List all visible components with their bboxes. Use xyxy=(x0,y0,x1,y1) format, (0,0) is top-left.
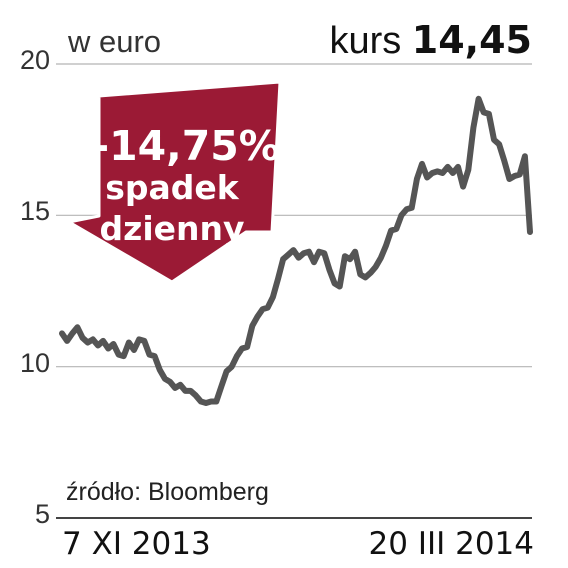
callout-line-2: dzienny xyxy=(99,209,244,248)
unit-label: w euro xyxy=(68,24,162,59)
down-arrow-icon xyxy=(67,80,282,284)
source-note: źródło: Bloomberg xyxy=(66,478,269,506)
y-tick-label: 15 xyxy=(19,196,50,227)
y-tick-label: 10 xyxy=(19,347,50,378)
y-tick-label: 20 xyxy=(19,45,50,75)
price-label: kurs xyxy=(329,20,402,62)
x-end-label: 20 III 2014 xyxy=(368,526,534,562)
y-tick-label: 5 xyxy=(34,499,50,529)
daily-change-value: -14,75% xyxy=(92,122,280,170)
callout-line-1: spadek xyxy=(105,168,240,207)
price-value: 14,45 xyxy=(411,18,532,62)
price-readout: kurs 14,45 xyxy=(329,18,532,63)
price-line xyxy=(59,95,533,406)
drop-callout: -14,75% spadek dzienny xyxy=(67,80,282,284)
x-start-label: 7 XI 2013 xyxy=(62,526,211,562)
